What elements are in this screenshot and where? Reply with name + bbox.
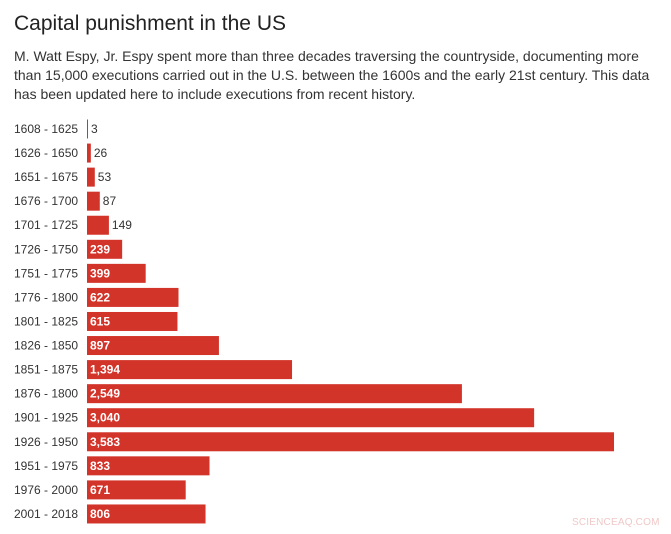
watermark: SCIENCEAQ.COM bbox=[572, 517, 660, 528]
value-label: 671 bbox=[90, 483, 110, 497]
value-label: 897 bbox=[90, 339, 110, 353]
bar bbox=[87, 480, 186, 500]
chart-title: Capital punishment in the US bbox=[14, 12, 286, 35]
bar bbox=[87, 384, 462, 404]
category-label: 1676 - 1700 bbox=[14, 194, 78, 208]
category-label: 1776 - 1800 bbox=[14, 290, 78, 304]
value-label: 399 bbox=[90, 266, 110, 280]
bar bbox=[87, 119, 88, 139]
value-label: 833 bbox=[90, 459, 110, 473]
category-label: 1726 - 1750 bbox=[14, 242, 78, 256]
category-label: 1951 - 1975 bbox=[14, 459, 78, 473]
bar bbox=[87, 215, 109, 235]
category-label: 1801 - 1825 bbox=[14, 314, 78, 328]
category-label: 1876 - 1800 bbox=[14, 387, 78, 401]
value-label: 2,549 bbox=[90, 387, 120, 401]
value-label: 3 bbox=[91, 122, 98, 136]
value-label: 1,394 bbox=[90, 363, 120, 377]
bar bbox=[87, 287, 179, 307]
chart-subtitle: M. Watt Espy, Jr. Espy spent more than t… bbox=[14, 48, 650, 102]
category-label: 1751 - 1775 bbox=[14, 266, 78, 280]
bar bbox=[87, 432, 614, 452]
category-label: 1701 - 1725 bbox=[14, 218, 78, 232]
value-label: 3,583 bbox=[90, 435, 120, 449]
bar bbox=[87, 239, 123, 259]
bar bbox=[87, 408, 535, 428]
value-label: 26 bbox=[94, 146, 108, 160]
value-label: 615 bbox=[90, 314, 110, 328]
category-label: 1976 - 2000 bbox=[14, 483, 78, 497]
category-label: 2001 - 2018 bbox=[14, 507, 78, 521]
value-label: 53 bbox=[98, 170, 112, 184]
bar bbox=[87, 504, 206, 524]
bar bbox=[87, 143, 91, 163]
value-label: 149 bbox=[112, 218, 132, 232]
value-label: 622 bbox=[90, 290, 110, 304]
value-label: 3,040 bbox=[90, 411, 120, 425]
category-label: 1901 - 1925 bbox=[14, 411, 78, 425]
bar bbox=[87, 167, 95, 187]
category-label: 1651 - 1675 bbox=[14, 170, 78, 184]
category-label: 1926 - 1950 bbox=[14, 435, 78, 449]
value-label: 239 bbox=[90, 242, 110, 256]
value-label: 806 bbox=[90, 507, 110, 521]
category-label: 1826 - 1850 bbox=[14, 339, 78, 353]
bar bbox=[87, 311, 178, 331]
bar bbox=[87, 456, 210, 476]
bar bbox=[87, 263, 146, 283]
bar bbox=[87, 336, 219, 356]
category-label: 1608 - 1625 bbox=[14, 122, 78, 136]
bar bbox=[87, 360, 293, 380]
category-label: 1626 - 1650 bbox=[14, 146, 78, 160]
bar bbox=[87, 191, 100, 211]
value-label: 87 bbox=[103, 194, 117, 208]
category-label: 1851 - 1875 bbox=[14, 363, 78, 377]
